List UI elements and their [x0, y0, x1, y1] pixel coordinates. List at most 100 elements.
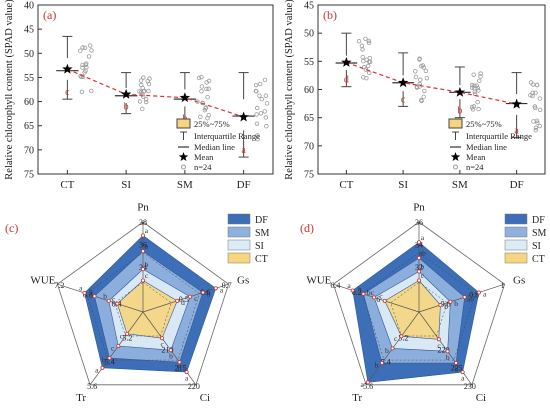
plot-frame: [317, 4, 546, 175]
radar-vertex: [160, 336, 165, 341]
radar-significance-letter: b: [178, 364, 182, 373]
legend: DF SM SI CT: [227, 213, 270, 265]
x-tick-label: SI: [121, 179, 131, 191]
radar-spoke: [333, 283, 420, 313]
box-SI: c: [392, 52, 430, 107]
radar-spoke: [89, 311, 144, 386]
radar-vertex: [382, 298, 387, 303]
y-tick-label: 75: [24, 170, 34, 181]
radar-vertex: [476, 290, 481, 295]
data-point: [137, 89, 142, 94]
data-point: [537, 107, 543, 112]
radar-significance-letter: b: [145, 242, 149, 251]
legend-label-SI: SI: [255, 241, 264, 252]
data-point: [419, 98, 424, 104]
radar-axis-name: Pn: [413, 202, 425, 214]
legend-box-label: 25%~75%: [466, 119, 502, 129]
data-point: [421, 65, 427, 70]
y-tick-label: 40: [24, 1, 34, 12]
legend-label-CT: CT: [532, 254, 545, 265]
legend-median-label: Median line: [466, 142, 507, 152]
radar-axis-name: Gs: [237, 274, 249, 286]
radar-tick-label: 6.8: [83, 290, 93, 299]
significance-letter: d: [344, 75, 349, 86]
radar-tick-label: 32: [415, 263, 423, 272]
data-point: [89, 88, 94, 94]
data-point: [259, 97, 264, 102]
radar-tick-label: 225: [451, 364, 463, 373]
data-point: [417, 56, 422, 61]
legend-swatch-CT: [504, 252, 528, 264]
significance-letter: a: [241, 145, 246, 156]
data-point: [537, 123, 543, 129]
data-point: [361, 75, 366, 80]
data-point: [469, 105, 475, 110]
radar-axis-name: WUE: [306, 274, 331, 286]
radar-axis-name: Ci: [200, 392, 210, 404]
data-point: [478, 74, 483, 79]
mean-trend-line: [346, 61, 517, 105]
box-DF: a: [232, 72, 270, 158]
data-point: [356, 38, 362, 44]
radar-spoke: [418, 283, 505, 313]
radar-grid: [390, 281, 448, 337]
data-point: [469, 85, 475, 90]
radar-significance-letter: b: [454, 299, 458, 308]
data-point: [417, 84, 422, 89]
data-point: [203, 106, 208, 111]
data-point: [89, 48, 94, 53]
legend-mean-label: Mean: [194, 152, 214, 162]
y-tick-label: 65: [24, 121, 34, 132]
significance-letter: c: [65, 87, 70, 98]
data-point: [413, 69, 418, 74]
data-point: [414, 85, 420, 90]
radar-vertex: [213, 286, 218, 291]
data-point: [472, 83, 477, 88]
legend-label-SI: SI: [532, 241, 541, 252]
data-point: [141, 89, 146, 94]
x-tick-label: SM: [452, 179, 468, 191]
radar-vertex: [399, 334, 404, 339]
data-point: [253, 88, 259, 94]
x-tick-label: SM: [177, 179, 193, 191]
y-tick-label: 45: [304, 1, 314, 12]
radar-significance-letter: ab: [467, 294, 474, 303]
radar-axis-name: Tr: [352, 392, 362, 404]
data-point: [472, 86, 477, 91]
data-point: [84, 65, 89, 70]
mean-trend-line: [67, 68, 244, 118]
radar-significance-letter: c: [161, 340, 165, 349]
mean-star: [120, 88, 132, 99]
data-point: [263, 93, 269, 98]
data-point: [476, 88, 481, 93]
legend-n-label: n=24: [194, 162, 212, 172]
data-point: [366, 38, 372, 44]
data-point: [84, 61, 89, 66]
data-point: [471, 72, 476, 77]
data-point: [418, 98, 424, 103]
data-point: [88, 43, 93, 48]
data-point: [475, 100, 480, 105]
legend-swatch-SM: [504, 226, 528, 238]
data-point: [144, 99, 149, 105]
radar-significance-letter: ab: [419, 249, 426, 258]
significance-letter: b: [124, 102, 129, 113]
radar-vertex: [92, 294, 97, 299]
radar-tick-label: 5.4: [105, 358, 115, 367]
x-tick-label: SI: [398, 179, 408, 191]
y-tick-label: 55: [304, 57, 314, 68]
data-point: [532, 104, 538, 109]
radar-vertex: [82, 290, 87, 295]
radar-significance-letter: c: [379, 292, 383, 301]
radar-significance-letter: a: [220, 286, 224, 295]
data-point: [139, 82, 144, 88]
radar-vertex: [140, 249, 145, 254]
radar-significance-letter: b: [89, 287, 93, 296]
data-point: [206, 86, 211, 91]
y-tick-label: 65: [304, 113, 314, 124]
radar-significance-letter: d: [181, 298, 185, 307]
radar-tick-label: 0.8: [469, 290, 479, 299]
radar-tick-label: 215: [175, 364, 187, 373]
legend-swatch-CT: [227, 252, 251, 264]
